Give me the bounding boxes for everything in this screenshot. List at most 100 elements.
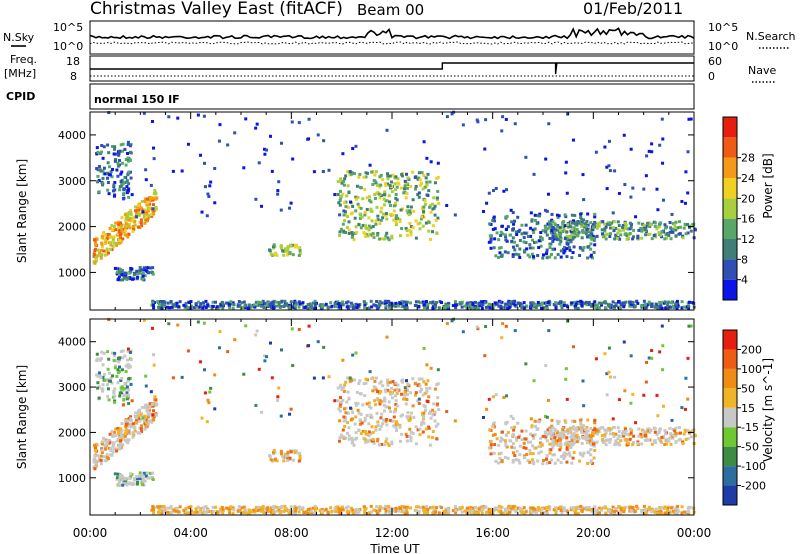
- echo-cell: [145, 266, 149, 270]
- echo-cell: [533, 419, 537, 423]
- echo-cell: [628, 437, 632, 441]
- echo-cell: [682, 226, 686, 230]
- echo-cell: [93, 454, 97, 458]
- echo-cell: [689, 229, 693, 233]
- echo-cell: [582, 404, 586, 408]
- echo-cell: [242, 505, 246, 509]
- echo-cell: [585, 235, 589, 239]
- echo-cell: [119, 180, 123, 184]
- echo-cell: [537, 246, 541, 250]
- echo-cell: [396, 422, 400, 426]
- echo-cell: [604, 225, 608, 229]
- echo-cell: [565, 247, 569, 251]
- echo-cell: [123, 419, 127, 423]
- colorbar-swatch: [723, 157, 737, 178]
- power-colorbar-title: Power [dB]: [761, 153, 775, 218]
- echo-cell: [139, 417, 143, 421]
- echo-cell: [646, 233, 650, 237]
- echo-cell: [259, 304, 263, 308]
- echo-cell: [303, 511, 307, 515]
- echo-cell: [650, 510, 654, 514]
- echo-cell: [126, 363, 130, 367]
- echo-cell: [118, 185, 122, 189]
- echo-cell: [660, 307, 664, 311]
- echo-cell: [530, 458, 534, 462]
- echo-cell: [346, 390, 350, 394]
- echo-cell: [426, 172, 430, 176]
- echo-cell: [136, 480, 140, 484]
- echo-cell: [286, 451, 290, 455]
- echo-cell: [312, 170, 316, 174]
- echo-cell: [352, 238, 356, 242]
- echo-cell: [614, 432, 618, 436]
- echo-cell: [268, 249, 272, 253]
- echo-cell: [650, 349, 654, 353]
- echo-cell: [639, 432, 643, 436]
- echo-cell: [376, 390, 380, 394]
- echo-cell: [378, 427, 382, 431]
- echo-cell: [429, 506, 433, 510]
- echo-cell: [220, 300, 224, 304]
- echo-cell: [492, 215, 496, 219]
- echo-cell: [691, 506, 695, 510]
- echo-cell: [570, 439, 574, 443]
- echo-cell: [663, 237, 667, 241]
- echo-cell: [551, 442, 555, 446]
- colorbar-tick-label: 15: [741, 402, 755, 415]
- echo-cell: [532, 379, 536, 383]
- echo-cell: [114, 427, 118, 431]
- echo-cell: [117, 429, 121, 433]
- echo-cell: [267, 303, 271, 307]
- echo-cell: [653, 224, 657, 228]
- echo-cell: [653, 221, 657, 225]
- echo-cell: [617, 224, 621, 228]
- echo-cell: [365, 402, 369, 406]
- echo-cell: [93, 249, 97, 253]
- echo-cell: [388, 510, 392, 514]
- echo-cell: [524, 510, 528, 514]
- echo-cell: [627, 236, 631, 240]
- echo-cell: [557, 238, 561, 242]
- echo-cell: [376, 183, 380, 187]
- echo-cell: [668, 221, 672, 225]
- echo-cell: [635, 504, 639, 508]
- echo-cell: [550, 212, 554, 216]
- echo-cell: [492, 246, 496, 250]
- echo-cell: [591, 228, 595, 232]
- echo-cell: [508, 302, 512, 306]
- echo-cell: [484, 510, 488, 514]
- echo-cell: [313, 509, 317, 513]
- echo-cell: [420, 377, 424, 381]
- echo-cell: [423, 199, 427, 203]
- echo-cell: [351, 306, 355, 310]
- echo-cell: [427, 189, 431, 193]
- echo-cell: [629, 507, 633, 511]
- echo-cell: [385, 335, 389, 339]
- echo-cell: [623, 508, 627, 512]
- echo-cell: [151, 506, 155, 510]
- echo-cell: [354, 351, 358, 355]
- echo-cell: [384, 511, 388, 515]
- echo-cell: [396, 383, 400, 387]
- right-scale-bottom: 10^0: [708, 40, 738, 53]
- echo-cell: [435, 198, 439, 202]
- echo-cell: [671, 509, 675, 513]
- echo-cell: [119, 432, 123, 436]
- echo-cell: [339, 179, 343, 183]
- echo-cell: [611, 417, 615, 421]
- echo-cell: [339, 512, 343, 516]
- echo-cell: [558, 438, 562, 442]
- echo-cell: [151, 207, 155, 211]
- echo-cell: [405, 511, 409, 515]
- echo-cell: [421, 393, 425, 397]
- echo-cell: [206, 192, 210, 196]
- echo-cell: [201, 511, 205, 515]
- echo-cell: [544, 457, 548, 461]
- echo-cell: [674, 220, 678, 224]
- echo-cell: [413, 393, 417, 397]
- echo-cell: [578, 253, 582, 257]
- echo-cell: [405, 181, 409, 185]
- echo-cell: [493, 219, 497, 223]
- echo-cell: [524, 155, 528, 159]
